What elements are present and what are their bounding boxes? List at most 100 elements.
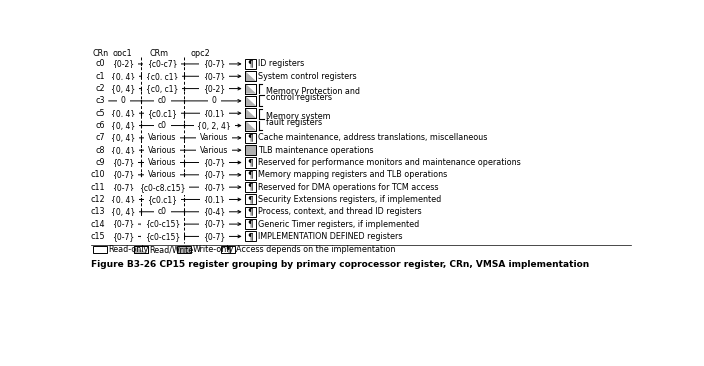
Bar bbox=[245, 59, 256, 69]
Text: {0, 4}: {0, 4} bbox=[111, 121, 135, 130]
Text: c0: c0 bbox=[158, 207, 167, 216]
Text: Memory Protection and: Memory Protection and bbox=[266, 87, 360, 96]
Text: Cache maintenance, address translations, miscellaneous: Cache maintenance, address translations,… bbox=[258, 133, 488, 142]
Text: c0: c0 bbox=[158, 121, 167, 130]
Text: ¶: ¶ bbox=[248, 207, 253, 216]
Polygon shape bbox=[245, 71, 256, 81]
Text: {0-7}: {0-7} bbox=[112, 220, 134, 229]
Text: {0-7}: {0-7} bbox=[203, 220, 225, 229]
Polygon shape bbox=[245, 120, 256, 131]
Bar bbox=[245, 71, 256, 81]
Text: c5: c5 bbox=[96, 109, 105, 118]
Polygon shape bbox=[134, 246, 148, 253]
Text: Reserved for DMA operations for TCM access: Reserved for DMA operations for TCM acce… bbox=[258, 183, 439, 192]
Text: Memory mapping registers and TLB operations: Memory mapping registers and TLB operati… bbox=[258, 170, 448, 179]
Bar bbox=[245, 83, 256, 94]
Text: c14: c14 bbox=[91, 220, 105, 229]
Text: control registers: control registers bbox=[266, 93, 332, 102]
Bar bbox=[245, 83, 256, 94]
Text: System control registers: System control registers bbox=[258, 72, 357, 81]
Text: Process, context, and thread ID registers: Process, context, and thread ID register… bbox=[258, 207, 422, 216]
Text: Read/Write: Read/Write bbox=[149, 245, 194, 254]
Bar bbox=[221, 246, 235, 253]
Text: {0-7}: {0-7} bbox=[112, 170, 134, 179]
Text: {c0, c1}: {c0, c1} bbox=[146, 84, 179, 93]
Text: {0-7}: {0-7} bbox=[203, 232, 225, 241]
Text: {0-7}: {0-7} bbox=[112, 232, 134, 241]
Text: {0-7}: {0-7} bbox=[203, 158, 225, 167]
Text: c12: c12 bbox=[90, 195, 105, 204]
Text: {0-7}: {0-7} bbox=[203, 72, 225, 81]
Polygon shape bbox=[245, 96, 256, 106]
Bar bbox=[245, 108, 256, 118]
Text: IMPLEMENTATION DEFINED registers: IMPLEMENTATION DEFINED registers bbox=[258, 232, 403, 241]
Text: ¶: ¶ bbox=[248, 133, 253, 142]
Text: {0-7}: {0-7} bbox=[112, 183, 134, 192]
Text: {0,1}: {0,1} bbox=[203, 195, 225, 204]
Text: ¶: ¶ bbox=[248, 183, 253, 192]
Text: {c0,c1}: {c0,c1} bbox=[147, 195, 177, 204]
Text: c0: c0 bbox=[96, 59, 105, 68]
Text: c2: c2 bbox=[96, 84, 105, 93]
Text: Security Extensions registers, if implemented: Security Extensions registers, if implem… bbox=[258, 195, 441, 204]
Text: c0: c0 bbox=[158, 96, 167, 105]
Text: ¶: ¶ bbox=[248, 158, 253, 167]
Text: Memory system: Memory system bbox=[266, 112, 331, 121]
Text: Various: Various bbox=[149, 170, 177, 179]
Text: {c0-c8,c15}: {c0-c8,c15} bbox=[139, 183, 186, 192]
Text: ¶: ¶ bbox=[248, 195, 253, 204]
Text: {c0-c7}: {c0-c7} bbox=[147, 59, 177, 68]
Bar bbox=[245, 120, 256, 131]
Text: opc2: opc2 bbox=[190, 49, 210, 57]
Bar bbox=[177, 246, 191, 253]
Text: {c0-c15}: {c0-c15} bbox=[145, 232, 180, 241]
Text: {0, 2, 4}: {0, 2, 4} bbox=[197, 121, 231, 130]
Bar bbox=[245, 157, 256, 168]
Text: c10: c10 bbox=[91, 170, 105, 179]
Bar bbox=[245, 194, 256, 205]
Bar bbox=[245, 96, 256, 106]
Text: Various: Various bbox=[149, 158, 177, 167]
Text: Reserved for performance monitors and maintenance operations: Reserved for performance monitors and ma… bbox=[258, 158, 521, 167]
Bar bbox=[245, 182, 256, 192]
Text: {0, 4}: {0, 4} bbox=[111, 207, 135, 216]
Text: {0, 4}: {0, 4} bbox=[111, 109, 135, 118]
Bar bbox=[245, 108, 256, 118]
Text: {c0,c1}: {c0,c1} bbox=[147, 109, 177, 118]
Text: {0-7}: {0-7} bbox=[203, 170, 225, 179]
Text: Various: Various bbox=[200, 133, 229, 142]
Bar bbox=[245, 145, 256, 155]
Text: ¶: ¶ bbox=[248, 232, 253, 241]
Text: ID registers: ID registers bbox=[258, 59, 305, 68]
Bar bbox=[245, 219, 256, 229]
Text: Various: Various bbox=[149, 146, 177, 155]
Text: c11: c11 bbox=[91, 183, 105, 192]
Text: c15: c15 bbox=[90, 232, 105, 241]
Bar bbox=[245, 71, 256, 81]
Text: {0,1}: {0,1} bbox=[203, 109, 225, 118]
Text: Various: Various bbox=[200, 146, 229, 155]
Text: Read-only: Read-only bbox=[108, 245, 149, 254]
Text: 0: 0 bbox=[121, 96, 126, 105]
Bar bbox=[245, 231, 256, 242]
Polygon shape bbox=[245, 108, 256, 118]
Text: c6: c6 bbox=[96, 121, 105, 130]
Text: c3: c3 bbox=[96, 96, 105, 105]
Text: {0, 4}: {0, 4} bbox=[111, 195, 135, 204]
Bar bbox=[245, 207, 256, 217]
Bar bbox=[245, 120, 256, 131]
Text: fault registers: fault registers bbox=[266, 118, 322, 127]
Text: CRn: CRn bbox=[93, 49, 109, 57]
Text: {0, 4}: {0, 4} bbox=[111, 133, 135, 142]
Text: {0-2}: {0-2} bbox=[203, 84, 225, 93]
Text: c13: c13 bbox=[91, 207, 105, 216]
Text: Write-only: Write-only bbox=[193, 245, 234, 254]
Text: 0: 0 bbox=[212, 96, 217, 105]
Text: {0-7}: {0-7} bbox=[203, 183, 225, 192]
Text: c9: c9 bbox=[96, 158, 105, 167]
Text: {0, 4}: {0, 4} bbox=[111, 146, 135, 155]
Text: ¶: ¶ bbox=[225, 245, 231, 254]
Text: CRm: CRm bbox=[150, 49, 169, 57]
Text: {0-2}: {0-2} bbox=[112, 59, 134, 68]
Text: {0-7}: {0-7} bbox=[203, 59, 225, 68]
